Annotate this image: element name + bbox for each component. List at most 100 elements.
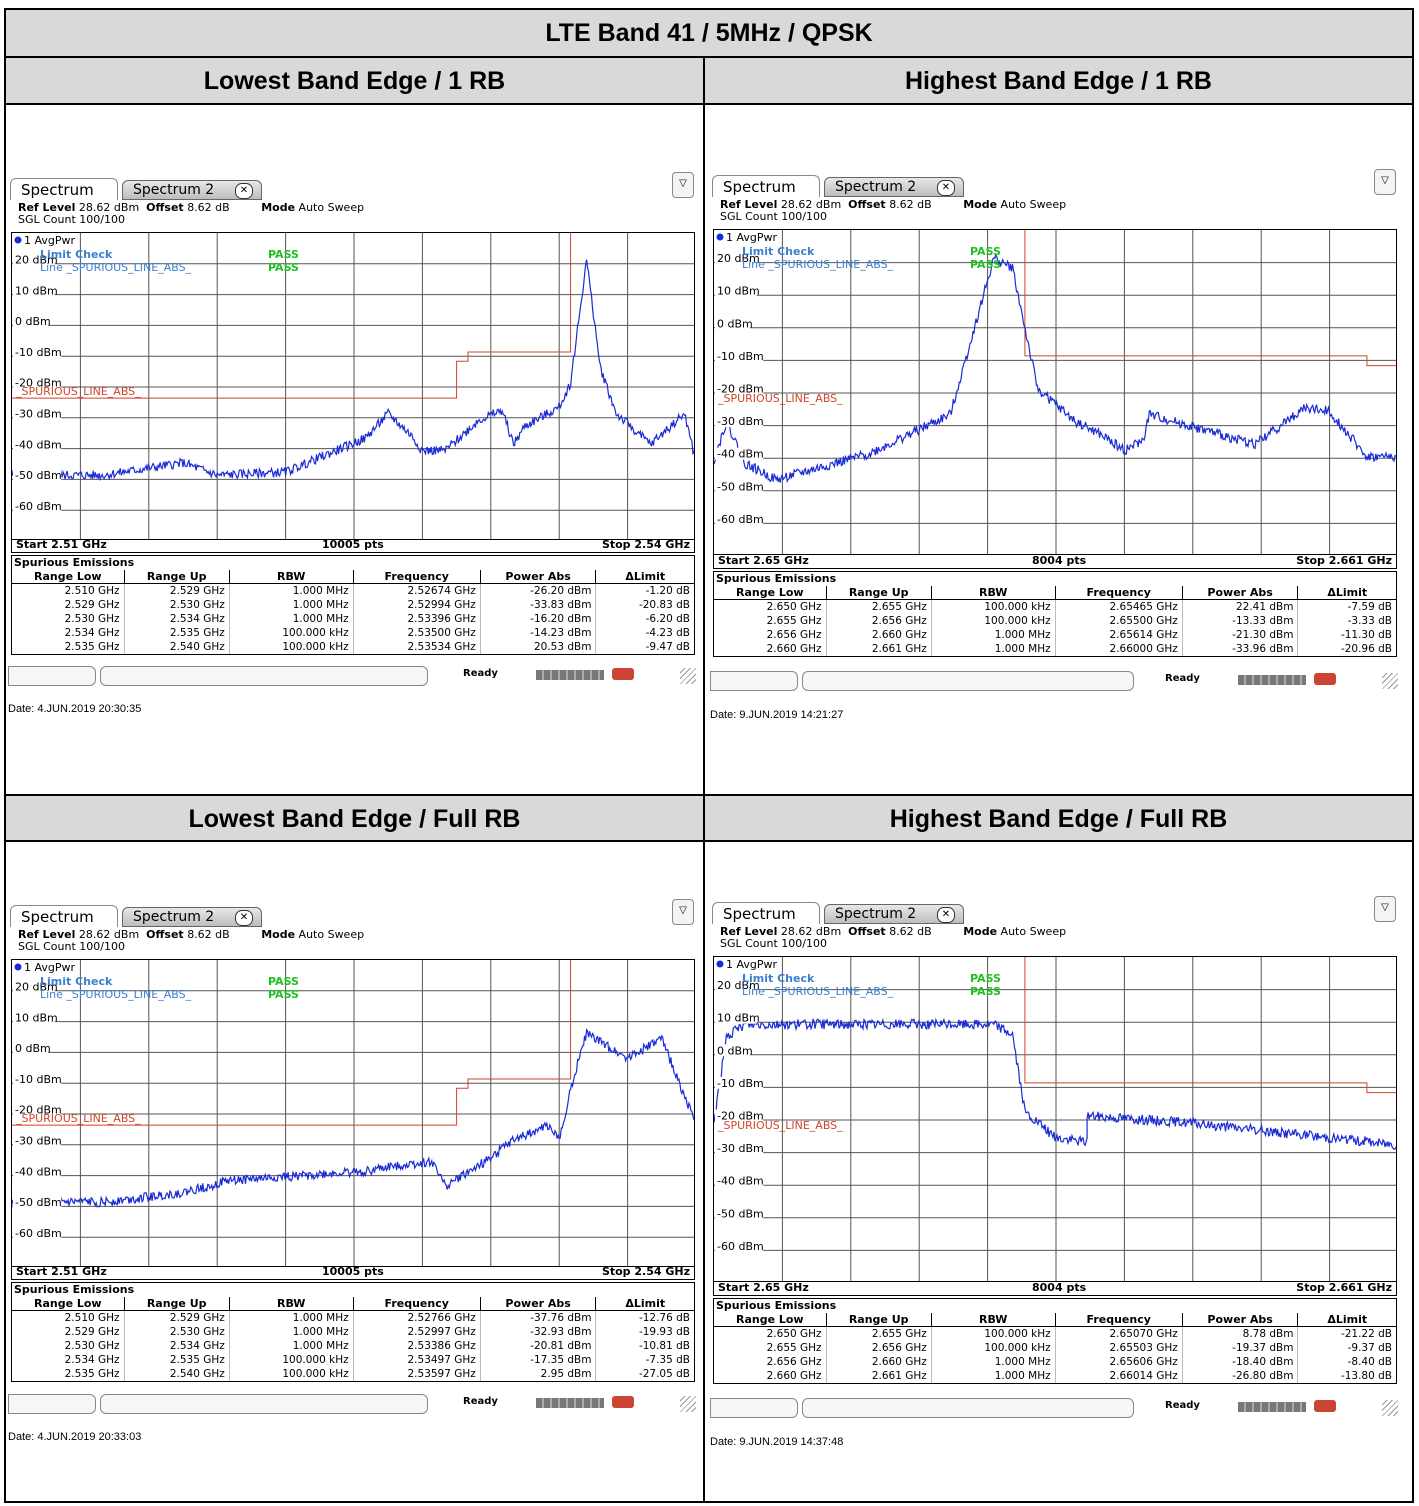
y-tick-label: 0 dBm [15, 315, 51, 328]
tick-label-bg [13, 315, 48, 328]
stop-freq: Stop 2.54 GHz [601, 1265, 690, 1278]
column-header: Power Abs [1181, 586, 1298, 600]
dropdown-icon[interactable]: ▽ [672, 899, 694, 925]
sgl-count: SGL Count 100/100 [18, 213, 125, 226]
tick-label-bg [13, 980, 55, 993]
tick-label-bg [13, 1103, 62, 1116]
settings-info: Ref Level 28.62 dBm Offset 8.62 dB Mode … [720, 198, 1067, 223]
table-cell: 2.510 GHz [64, 584, 120, 597]
table-cell: 2.656 GHz [825, 1341, 932, 1355]
resize-grip-icon[interactable] [680, 668, 696, 684]
table-cell: 2.53597 GHz [352, 1367, 481, 1381]
table-row: 2.656 GHz 2.660 GHz 1.000 MHz 2.65614 GHz -2… [714, 628, 1396, 642]
start-freq: Start 2.65 GHz [718, 1281, 809, 1294]
table-row: 2.534 GHz 2.535 GHz 100.000 kHz 2.53497 GHz… [12, 1353, 694, 1367]
table-cell: 100.000 kHz [930, 1326, 1056, 1341]
timestamp: Date: 9.JUN.2019 14:21:27 [710, 709, 844, 721]
table-cell: 2.535 GHz [123, 1353, 230, 1367]
tick-label-bg [13, 253, 55, 266]
spurious-table: Spurious Emissions Range Low Range Up RBW Fr… [11, 1282, 695, 1382]
offset: 8.62 dB [889, 198, 932, 211]
close-icon[interactable]: ✕ [937, 907, 955, 923]
trace-line [714, 252, 1396, 484]
ready-status: Ready [463, 668, 498, 679]
line-result: PASS [970, 985, 1001, 998]
table-cell: 2.52766 GHz [352, 1310, 481, 1325]
table-cell: -20.96 dB [1297, 642, 1396, 656]
limit-check-label: Limit Check [742, 245, 815, 258]
offset: 8.62 dB [187, 928, 230, 941]
table-cell: 100.000 kHz [930, 599, 1056, 614]
spurious-table: Spurious Emissions Range Low Range Up RBW Fr… [713, 571, 1397, 657]
ref-level: 28.62 dBm [780, 198, 842, 211]
tab-spectrum-2[interactable]: Spectrum 2 ✕ [122, 180, 262, 200]
table-cell: -10.81 dB [595, 1339, 694, 1353]
table-cell: 2.65500 GHz [1054, 614, 1183, 628]
table-cell: 2.65465 GHz [1054, 599, 1183, 614]
status-field [8, 666, 96, 686]
table-cell: 2.65606 GHz [1054, 1355, 1183, 1369]
table-cell: -13.80 dB [1297, 1369, 1396, 1383]
tab-spectrum-2[interactable]: Spectrum 2 ✕ [824, 904, 964, 924]
close-icon[interactable]: ✕ [235, 183, 253, 199]
column-header: ΔLimit [1297, 586, 1396, 600]
tab-spectrum[interactable]: Spectrum [10, 178, 118, 200]
line-result: PASS [268, 988, 299, 1001]
settings-info: Ref Level 28.62 dBm Offset 8.62 dB Mode … [18, 201, 365, 226]
table-cell: -21.22 dB [1297, 1326, 1396, 1341]
close-icon[interactable]: ✕ [937, 180, 955, 196]
trace-label: 1 AvgPwr [24, 961, 75, 974]
close-icon[interactable]: ✕ [235, 910, 253, 926]
table-cell: 2.655 GHz [825, 599, 932, 614]
table-cell: -21.30 dBm [1181, 628, 1298, 642]
column-header: RBW [228, 570, 354, 584]
dropdown-icon[interactable]: ▽ [1374, 896, 1396, 922]
y-tick-label: 20 dBm [15, 981, 58, 994]
status-bar: Ready [8, 666, 698, 686]
y-tick-label: -30 dBm [15, 408, 62, 421]
trace-label: 1 AvgPwr [24, 234, 75, 247]
ref-level: 28.62 dBm [780, 925, 842, 938]
resize-grip-icon[interactable] [1382, 673, 1398, 689]
limit-line [12, 960, 572, 1126]
y-tick-label: -50 dBm [15, 1196, 62, 1209]
y-tick-label: -40 dBm [15, 1165, 62, 1178]
dropdown-icon[interactable]: ▽ [1374, 169, 1396, 195]
y-tick-label: -20 dBm [15, 1104, 62, 1117]
table-cell: -33.83 dBm [479, 598, 596, 612]
tab-spectrum-2[interactable]: Spectrum 2 ✕ [824, 177, 964, 197]
mode: Auto Sweep [1000, 198, 1067, 211]
table-cell: 100.000 kHz [228, 1367, 354, 1381]
y-tick-label: -50 dBm [717, 1207, 764, 1220]
mode: Auto Sweep [298, 201, 365, 214]
status-message [802, 671, 1134, 691]
limit-check-result: PASS [970, 972, 1001, 985]
table-cell: 2.65070 GHz [1054, 1326, 1183, 1341]
spectrum-plot: 20 dBm 10 dBm 0 dBm -10 dBm -20 dBm -30 dBm -4… [713, 956, 1397, 1282]
table-row: 2.655 GHz 2.656 GHz 100.000 kHz 2.65503 GHz… [714, 1341, 1396, 1355]
resize-grip-icon[interactable] [1382, 1400, 1398, 1416]
tab-spectrum[interactable]: Spectrum [10, 905, 118, 927]
table-row: 2.656 GHz 2.660 GHz 1.000 MHz 2.65606 GHz -1… [714, 1355, 1396, 1369]
tick-label-bg [715, 512, 764, 525]
table-cell: -11.30 dB [1297, 628, 1396, 642]
resize-grip-icon[interactable] [680, 1396, 696, 1412]
limit-line-name: _SPURIOUS_LINE_ABS_ [717, 1119, 843, 1132]
y-tick-label: 20 dBm [15, 254, 58, 267]
tab-spectrum[interactable]: Spectrum [712, 175, 820, 197]
table-cell: 100.000 kHz [228, 626, 354, 640]
tab-spectrum[interactable]: Spectrum [712, 902, 820, 924]
status-message [802, 1398, 1134, 1418]
y-tick-label: -40 dBm [15, 438, 62, 451]
y-tick-label: 0 dBm [717, 317, 753, 330]
limit-check-result: PASS [268, 248, 299, 261]
trace-label: 1 AvgPwr [726, 231, 777, 244]
column-header: Range Low [12, 1297, 125, 1311]
tab-spectrum-2[interactable]: Spectrum 2 ✕ [122, 907, 262, 927]
table-row: 2.660 GHz 2.661 GHz 1.000 MHz 2.66000 GHz -3… [714, 642, 1396, 656]
tick-label-bg [13, 438, 62, 451]
y-tick-label: -60 dBm [15, 1227, 62, 1240]
table-cell: 2.661 GHz [825, 642, 932, 656]
dropdown-icon[interactable]: ▽ [672, 172, 694, 198]
table-cell: 2.534 GHz [64, 626, 120, 639]
